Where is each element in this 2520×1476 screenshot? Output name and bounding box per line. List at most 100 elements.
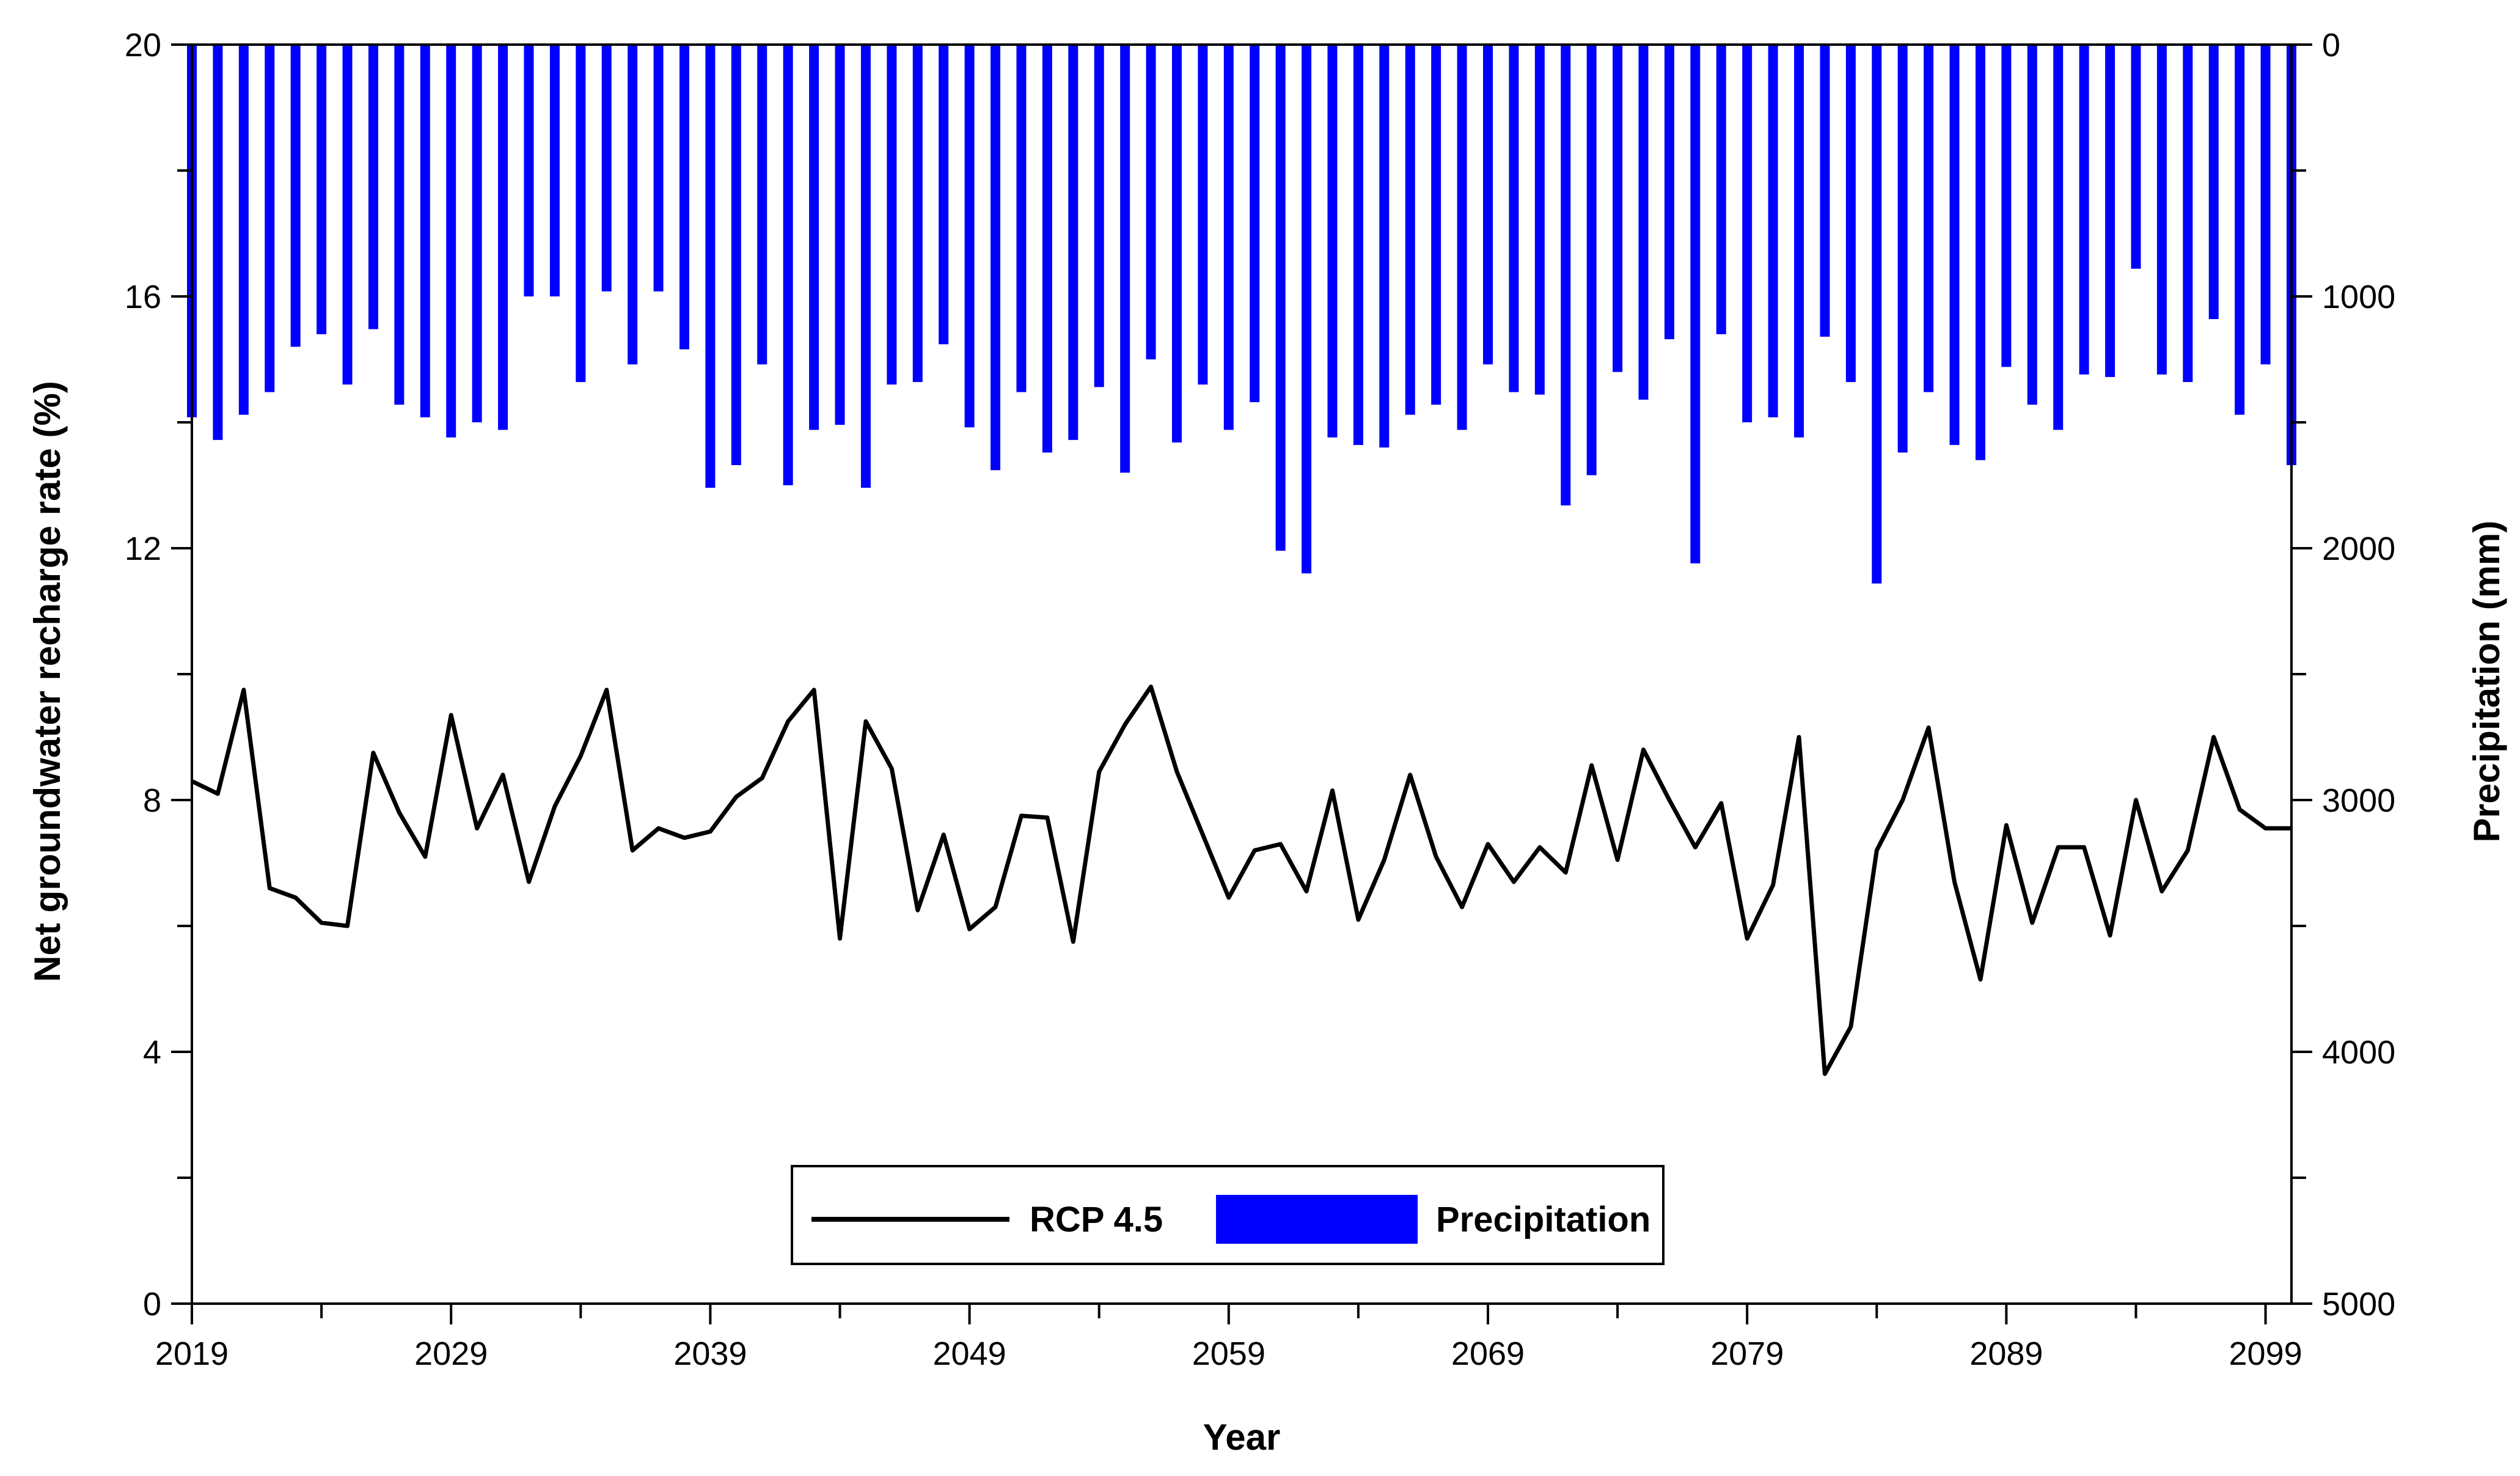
axes: 2019 2029 2039 2049 2059 2069 2079 2089 2099 0 4 8 1… — [125, 27, 2395, 1372]
x-axis-title: Year — [1203, 1417, 1281, 1458]
precip-bar — [1613, 45, 1623, 372]
precip-bar — [1975, 45, 1985, 460]
y-left-tick-label: 0 — [143, 1286, 161, 1323]
precip-bar — [1742, 45, 1753, 422]
precip-bar — [887, 45, 897, 385]
y-right-tick-label: 0 — [2322, 27, 2340, 64]
y-right-tick-label: 3000 — [2322, 782, 2395, 819]
y-right-tick-label: 4000 — [2322, 1034, 2395, 1071]
y-right-tick-label: 1000 — [2322, 279, 2395, 315]
precip-bar — [783, 45, 793, 485]
precip-bar — [1042, 45, 1052, 453]
precip-bar — [653, 45, 664, 292]
legend-bar-swatch — [1216, 1195, 1418, 1244]
precip-bar — [368, 45, 378, 329]
y-left-tick-label: 4 — [143, 1034, 161, 1071]
precip-bar — [1016, 45, 1027, 392]
legend: RCP 4.5 Precipitation — [791, 1165, 1665, 1265]
precip-bar — [213, 45, 223, 440]
precip-bar — [1094, 45, 1104, 387]
legend-label-rcp: RCP 4.5 — [1030, 1200, 1163, 1239]
precip-bar — [1949, 45, 1960, 446]
precip-bar — [939, 45, 949, 345]
x-tick-label: 2079 — [1710, 1335, 1784, 1372]
precip-bar — [2131, 45, 2141, 269]
precip-bar — [1223, 45, 1234, 430]
precip-bar — [265, 45, 275, 392]
precip-bar — [835, 45, 845, 425]
precip-bar — [2235, 45, 2245, 415]
y-left-tick-label: 20 — [125, 27, 161, 64]
precipitation-bars — [187, 45, 2296, 584]
precip-bar — [394, 45, 405, 405]
precip-bar — [2079, 45, 2089, 375]
precip-bar — [1534, 45, 1545, 395]
precip-bar — [1302, 45, 1312, 574]
y-left-tick-label: 12 — [125, 531, 161, 567]
y-axis-left-title: Net groundwater recharge rate (%) — [27, 381, 68, 982]
precip-bar — [2027, 45, 2037, 405]
y-axis-right-title: Precipitation (mm) — [2466, 521, 2507, 843]
precip-bar — [1924, 45, 1934, 392]
precip-bar — [446, 45, 456, 438]
precip-bar — [342, 45, 353, 385]
precip-bar — [472, 45, 482, 422]
precip-bar — [524, 45, 534, 296]
precip-bar — [1327, 45, 1338, 438]
precip-bar — [1275, 45, 1286, 551]
precip-bar — [1146, 45, 1156, 359]
precip-bar — [1353, 45, 1363, 446]
precip-bar — [576, 45, 586, 383]
precip-bar — [498, 45, 508, 430]
precip-bar — [1768, 45, 1778, 417]
precip-bar — [290, 45, 301, 347]
y-left-tick-label: 16 — [125, 279, 161, 315]
precip-bar — [628, 45, 638, 365]
recharge-line-layer — [191, 685, 2291, 1076]
precip-bar — [860, 45, 871, 488]
precip-bar — [1068, 45, 1079, 440]
precip-bar — [1690, 45, 1701, 564]
precip-bar — [1820, 45, 1830, 337]
precip-bar — [1250, 45, 1260, 403]
precip-bar — [1120, 45, 1130, 473]
precip-bar — [1457, 45, 1467, 430]
precip-bar — [2260, 45, 2271, 365]
precip-bar — [1198, 45, 1208, 385]
precip-bar — [1897, 45, 1908, 453]
legend-label-precip: Precipitation — [1436, 1200, 1650, 1239]
precip-bar — [1431, 45, 1441, 405]
x-tick-label: 2059 — [1192, 1335, 1265, 1372]
precip-bar — [991, 45, 1001, 471]
precip-bar — [809, 45, 819, 430]
precip-bar — [238, 45, 249, 415]
precip-bar — [1586, 45, 1597, 475]
precip-bar — [2156, 45, 2167, 375]
precip-bar — [549, 45, 560, 296]
precip-bar — [1561, 45, 1571, 505]
precip-bar — [1379, 45, 1390, 448]
x-tick-label: 2019 — [155, 1335, 229, 1372]
precip-bar — [679, 45, 689, 350]
precip-bar — [2208, 45, 2219, 320]
y-right-tick-label: 5000 — [2322, 1286, 2395, 1323]
precip-bar — [1794, 45, 1804, 438]
precip-bar — [1664, 45, 1674, 340]
precip-bar — [317, 45, 327, 334]
x-tick-label: 2029 — [414, 1335, 488, 1372]
precip-bar — [1509, 45, 1519, 392]
y-right-tick-label: 2000 — [2322, 531, 2395, 567]
precip-bar — [2105, 45, 2115, 377]
precip-bar — [1482, 45, 1493, 365]
x-tick-label: 2099 — [2229, 1335, 2302, 1372]
x-tick-label: 2089 — [1969, 1335, 2043, 1372]
precip-bar — [2053, 45, 2064, 430]
precip-bar — [1171, 45, 1182, 442]
precip-bar — [420, 45, 430, 417]
precip-bar — [1872, 45, 1882, 584]
precip-bar — [912, 45, 923, 383]
x-tick-label: 2039 — [673, 1335, 747, 1372]
precip-bar — [1845, 45, 1856, 383]
